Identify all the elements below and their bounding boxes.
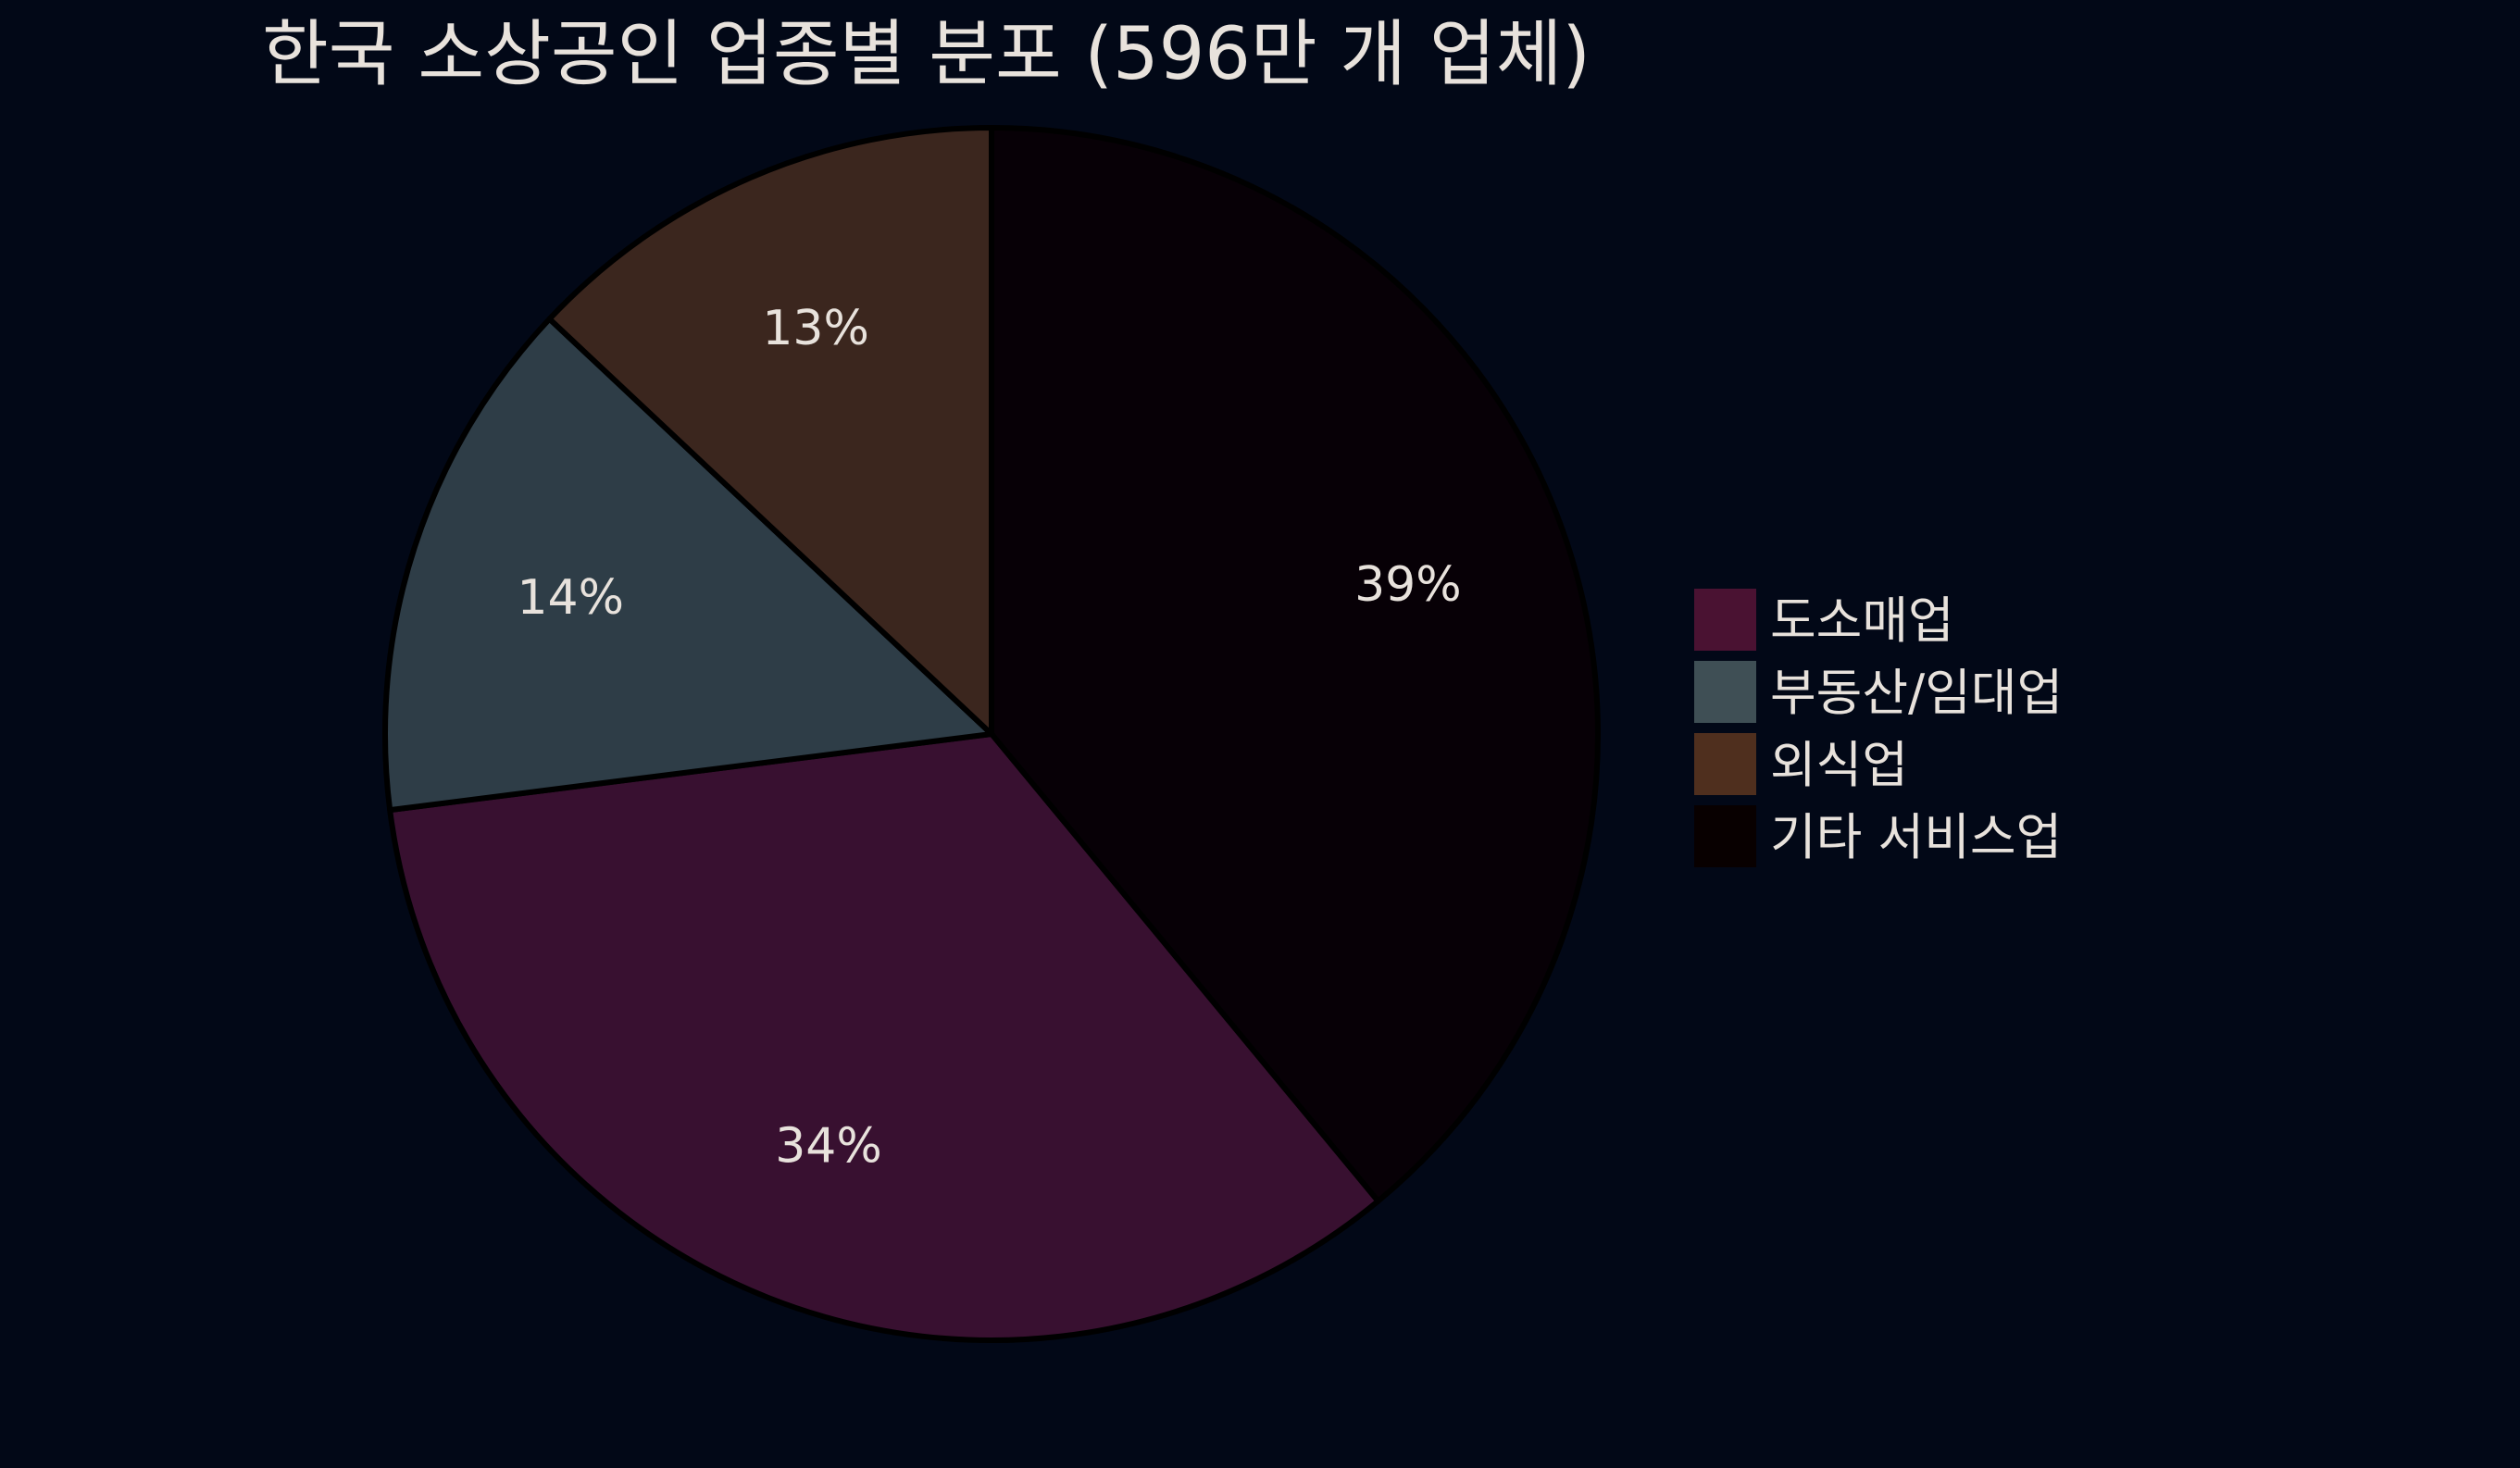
legend-swatch — [1694, 733, 1756, 795]
legend-item[interactable]: 부동산/임대업 — [1694, 661, 2063, 723]
legend-item[interactable]: 외식업 — [1694, 733, 1908, 795]
legend-item[interactable]: 기타 서비스업 — [1694, 805, 2062, 867]
pie-slice-4[interactable] — [989, 125, 1601, 1204]
slice-label: 14% — [517, 570, 624, 626]
legend-label: 기타 서비스업 — [1770, 808, 2062, 866]
pie-slice-1[interactable] — [387, 731, 1381, 1343]
legend-swatch — [1694, 589, 1756, 651]
pie-slice-2[interactable] — [382, 316, 994, 814]
legend-label: 외식업 — [1770, 736, 1908, 794]
slice-label: 34% — [775, 1119, 882, 1175]
legend-item[interactable]: 도소매업 — [1694, 589, 1954, 651]
pie-slice-3[interactable] — [546, 125, 994, 737]
chart-title: 한국 소상공인 업종별 분포 (596만 개 업체) — [262, 13, 1591, 96]
legend-label: 부동산/임대업 — [1770, 664, 2063, 722]
legend-swatch — [1694, 805, 1756, 867]
legend-label: 도소매업 — [1770, 591, 1954, 650]
slice-label: 13% — [762, 301, 869, 356]
legend-swatch — [1694, 661, 1756, 723]
slice-label: 39% — [1354, 557, 1462, 613]
